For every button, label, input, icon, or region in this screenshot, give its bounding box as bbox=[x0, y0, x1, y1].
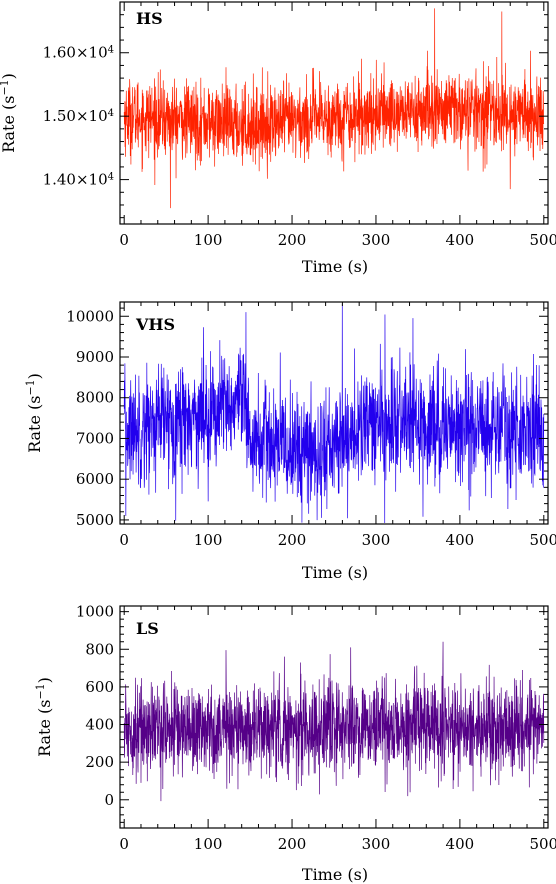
y-tick-label: 1.60×104 bbox=[43, 44, 114, 62]
y-tick-label: 1000 bbox=[76, 603, 114, 621]
series-path bbox=[123, 304, 545, 524]
panel-vhs: 0 100 200 300 400 500 5000 6000 7000 8000 9000 1000… bbox=[24, 301, 556, 582]
panel-label: LS bbox=[136, 619, 159, 638]
y-tick-label: 800 bbox=[85, 640, 114, 658]
x-tick-label: 500 bbox=[529, 531, 556, 549]
y-tick-label: 8000 bbox=[76, 389, 114, 407]
axis-ticks: 0 100 200 300 400 500 0 200 400 600 800 1000 bbox=[76, 603, 556, 853]
panel-label: HS bbox=[136, 9, 163, 28]
x-tick-label: 100 bbox=[194, 531, 223, 549]
x-tick-label: 0 bbox=[119, 531, 129, 549]
x-tick-label: 0 bbox=[119, 231, 129, 249]
x-tick-label: 300 bbox=[362, 835, 391, 853]
y-tick-label: 600 bbox=[85, 678, 114, 696]
plot-frame bbox=[119, 1, 549, 225]
x-axis-label: Time (s) bbox=[302, 865, 368, 884]
series-path bbox=[123, 8, 545, 209]
x-tick-label: 200 bbox=[278, 231, 307, 249]
x-tick-label: 500 bbox=[529, 231, 556, 249]
axis-ticks: 0 100 200 300 400 500 5000 6000 7000 8000 9000 1000… bbox=[66, 302, 556, 549]
y-tick-label: 9000 bbox=[76, 348, 114, 366]
y-tick-label: 6000 bbox=[76, 470, 114, 488]
y-tick-label: 400 bbox=[85, 716, 114, 734]
x-tick-label: 200 bbox=[278, 835, 307, 853]
x-tick-label: 400 bbox=[446, 531, 475, 549]
series-line bbox=[123, 304, 545, 524]
plot-frame bbox=[119, 301, 549, 525]
x-tick-label: 200 bbox=[278, 531, 307, 549]
y-tick-label: 10000 bbox=[66, 307, 114, 325]
x-tick-label: 300 bbox=[362, 231, 391, 249]
y-tick-label: 5000 bbox=[76, 511, 114, 529]
axis-ticks: 0 100 200 300 400 500 1.40×104 1.50×104 1.60×104 bbox=[43, 1, 556, 249]
y-tick-label: 7000 bbox=[76, 429, 114, 447]
x-tick-label: 0 bbox=[119, 835, 129, 853]
y-axis-label: Rate (s−1) bbox=[0, 73, 18, 153]
y-axis-label: Rate (s−1) bbox=[24, 373, 45, 453]
y-axis-label: Rate (s−1) bbox=[34, 677, 55, 757]
x-tick-label: 400 bbox=[446, 835, 475, 853]
y-tick-label: 200 bbox=[85, 753, 114, 771]
y-tick-label: 1.50×104 bbox=[43, 107, 114, 125]
x-axis-label: Time (s) bbox=[302, 563, 368, 582]
x-tick-label: 500 bbox=[529, 835, 556, 853]
series-line bbox=[123, 641, 545, 802]
y-tick-label: 0 bbox=[104, 791, 114, 809]
x-tick-label: 100 bbox=[194, 231, 223, 249]
y-tick-label: 1.40×104 bbox=[43, 171, 114, 189]
x-axis-label: Time (s) bbox=[302, 257, 368, 276]
x-tick-label: 400 bbox=[446, 231, 475, 249]
panel-hs: 0 100 200 300 400 500 1.40×104 1.50×104 1.60×104… bbox=[0, 1, 556, 276]
series-line bbox=[123, 8, 545, 209]
x-tick-label: 100 bbox=[194, 835, 223, 853]
series-path bbox=[123, 641, 545, 802]
panel-label: VHS bbox=[135, 315, 175, 334]
panel-ls: 0 100 200 300 400 500 0 200 400 600 800 1000 LS Tim… bbox=[34, 603, 556, 884]
x-tick-label: 300 bbox=[362, 531, 391, 549]
